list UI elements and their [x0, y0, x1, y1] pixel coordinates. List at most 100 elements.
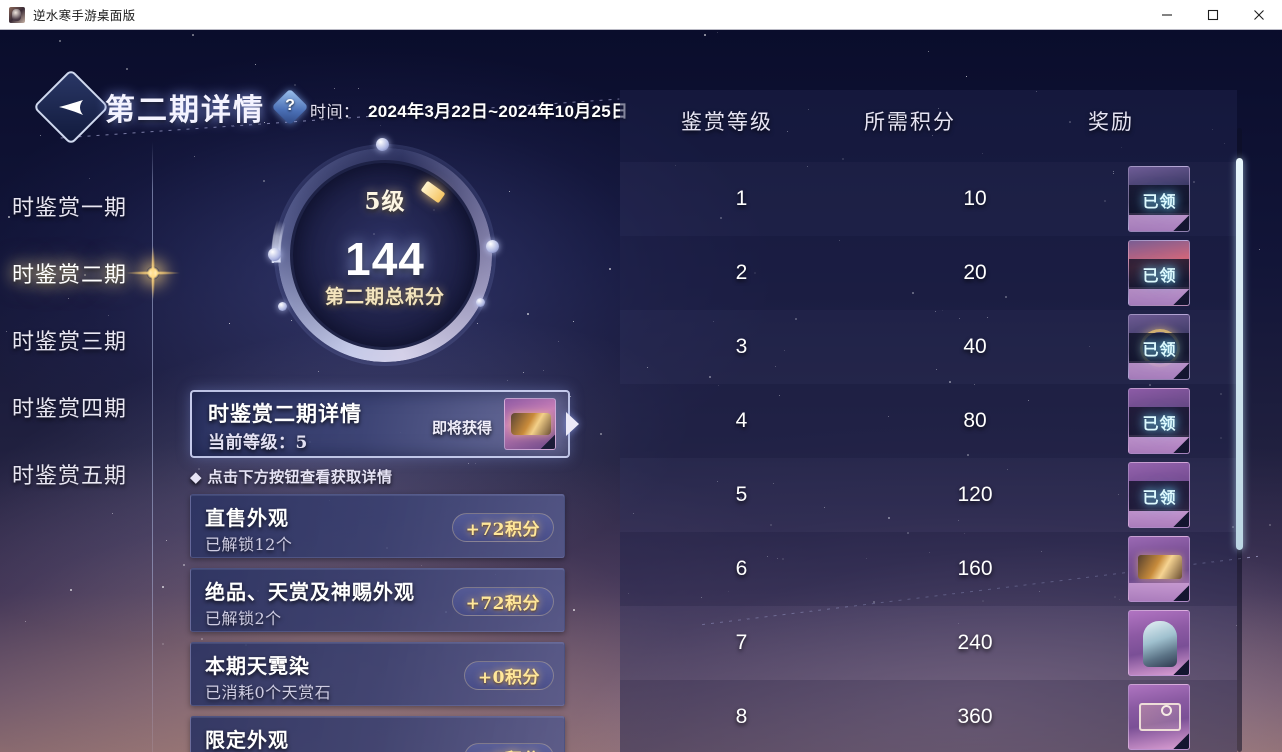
detail-card-next-reward-label: 即将获得 [432, 419, 493, 437]
time-label: 时间： [310, 104, 360, 121]
app-icon [9, 6, 25, 23]
table-row[interactable]: 7 240 [620, 606, 1237, 680]
table-header-row: 鉴赏等级 所需积分 奖励 [620, 90, 1237, 162]
window-titlebar: 逆水寒手游桌面版 [0, 0, 1282, 30]
chevron-right-icon[interactable] [566, 412, 579, 436]
window-controls [1144, 0, 1282, 30]
reward-icon[interactable]: 已领 [1127, 388, 1190, 454]
maximize-button[interactable] [1190, 0, 1236, 30]
gauge-node-lower-left [278, 302, 287, 311]
source-points-badge: +72积分 [451, 513, 554, 542]
sidebar-item-phase-4[interactable]: 时鉴赏四期 [12, 397, 128, 422]
next-reward-thumbnail[interactable] [504, 398, 556, 450]
cell-reward[interactable] [1080, 532, 1237, 606]
points-source-list: 直售外观 已解锁12个 +72积分 绝品、天赏及神赐外观 已解锁2个 +72积分… [190, 494, 565, 752]
sidebar-divider [152, 142, 153, 752]
gauge-caption: 第二期总积分 [324, 286, 445, 308]
cell-reward[interactable]: 已领 [1080, 384, 1237, 458]
reward-icon[interactable]: 已领 [1127, 240, 1190, 306]
table-row[interactable]: 2 20 已领 [620, 236, 1237, 310]
cell-points: 360 [957, 705, 993, 728]
reward-icon[interactable]: 已领 [1127, 166, 1190, 232]
reward-icon[interactable] [1127, 610, 1190, 676]
gauge-score-value: 144 [345, 233, 425, 285]
cell-reward[interactable]: 已领 [1080, 162, 1237, 236]
claimed-badge: 已领 [1128, 481, 1189, 511]
minimize-button[interactable] [1144, 0, 1190, 30]
window-title: 逆水寒手游桌面版 [33, 9, 136, 23]
phase-sidebar: 时鉴赏一期 时鉴赏二期 时鉴赏三期 时鉴赏四期 时鉴赏五期 [0, 140, 152, 752]
cell-reward[interactable]: 已领 [1080, 236, 1237, 310]
column-header-level: 鉴赏等级 [681, 110, 773, 134]
gauge-node-right [486, 240, 499, 253]
source-progress: 已消耗0个天赏石 [205, 683, 332, 702]
page-title: 第二期详情 [105, 93, 265, 128]
cell-level: 1 [735, 187, 748, 210]
cell-level: 3 [735, 335, 748, 358]
sidebar-item-phase-1[interactable]: 时鉴赏一期 [12, 196, 128, 221]
source-name: 本期天霓染 [205, 654, 310, 678]
source-progress: 已解锁12个 [205, 535, 293, 554]
cell-points: 120 [957, 483, 993, 506]
cell-reward[interactable]: 已领 [1080, 310, 1237, 384]
cell-reward[interactable] [1080, 606, 1237, 680]
close-button[interactable] [1236, 0, 1282, 30]
source-points-badge: +0积分 [463, 743, 554, 752]
claimed-badge: 已领 [1128, 407, 1189, 437]
cell-points: 160 [957, 557, 993, 580]
reward-icon[interactable] [1127, 536, 1190, 602]
cell-points: 80 [963, 409, 987, 432]
cell-reward[interactable] [1080, 680, 1237, 752]
cell-level: 5 [735, 483, 748, 506]
column-header-reward: 奖励 [1088, 110, 1134, 134]
cell-level: 6 [735, 557, 748, 580]
gauge-node-top [376, 138, 389, 151]
table-row[interactable]: 8 360 [620, 680, 1237, 752]
source-points-badge: +0积分 [463, 661, 554, 690]
cell-level: 4 [735, 409, 748, 432]
cell-points: 40 [963, 335, 987, 358]
gauge-node-lower-right [476, 298, 485, 307]
time-value: 2024年3月22日~2024年10月25日 [368, 102, 629, 121]
source-progress: 已解锁2个 [205, 609, 282, 628]
list-item[interactable]: 本期天霓染 已消耗0个天赏石 +0积分 [190, 642, 565, 706]
gauge-node-left [268, 248, 281, 261]
cell-points: 10 [963, 187, 987, 210]
detail-card-title: 时鉴赏二期详情 [208, 401, 362, 426]
sidebar-item-phase-3[interactable]: 时鉴赏三期 [12, 330, 128, 355]
reward-icon[interactable]: 已领 [1127, 314, 1190, 380]
reward-icon[interactable] [1127, 684, 1190, 750]
sidebar-item-phase-5[interactable]: 时鉴赏五期 [12, 464, 128, 489]
table-row[interactable]: 4 80 已领 [620, 384, 1237, 458]
cell-reward[interactable]: 已领 [1080, 458, 1237, 532]
cell-points: 20 [963, 261, 987, 284]
list-item[interactable]: 限定外观 +0积分 [190, 716, 565, 752]
source-name: 直售外观 [205, 506, 289, 530]
detail-hint-text: ◆ 点击下方按钮查看获取详情 [190, 468, 393, 486]
gauge-level-label: 5级 [364, 188, 406, 215]
total-points-gauge: 5级 144 第二期总积分 [268, 138, 500, 370]
source-name: 绝品、天赏及神赐外观 [205, 580, 415, 604]
cell-level: 7 [735, 631, 748, 654]
table-row[interactable]: 5 120 已领 [620, 458, 1237, 532]
gauge-inner-ring [290, 160, 480, 350]
list-item[interactable]: 绝品、天赏及神赐外观 已解锁2个 +72积分 [190, 568, 565, 632]
table-row[interactable]: 6 160 [620, 532, 1237, 606]
list-item[interactable]: 直售外观 已解锁12个 +72积分 [190, 494, 565, 558]
reward-icon[interactable]: 已领 [1127, 462, 1190, 528]
page-header: 第二期详情 ? 时间： 2024年3月22日~2024年10月25日 [0, 40, 1282, 146]
reward-tier-panel: 鉴赏等级 所需积分 奖励 1 10 已领 2 20 已领 3 40 已领 4 80 已领 5 120 已领 6… [620, 90, 1237, 752]
detail-card-current-level: 当前等级：5 [208, 433, 308, 453]
scrollbar-thumb[interactable] [1236, 158, 1243, 550]
cell-points: 240 [957, 631, 993, 654]
back-arrow-icon [56, 92, 88, 122]
claimed-badge: 已领 [1128, 185, 1189, 215]
column-header-points: 所需积分 [864, 110, 956, 134]
reward-tier-rows: 1 10 已领 2 20 已领 3 40 已领 4 80 已领 5 120 已领 6 160 7 240 8 360 [620, 162, 1237, 752]
source-name: 限定外观 [205, 728, 289, 752]
sidebar-item-phase-2[interactable]: 时鉴赏二期 [12, 263, 128, 288]
table-row[interactable]: 1 10 已领 [620, 162, 1237, 236]
table-row[interactable]: 3 40 已领 [620, 310, 1237, 384]
claimed-badge: 已领 [1128, 333, 1189, 363]
